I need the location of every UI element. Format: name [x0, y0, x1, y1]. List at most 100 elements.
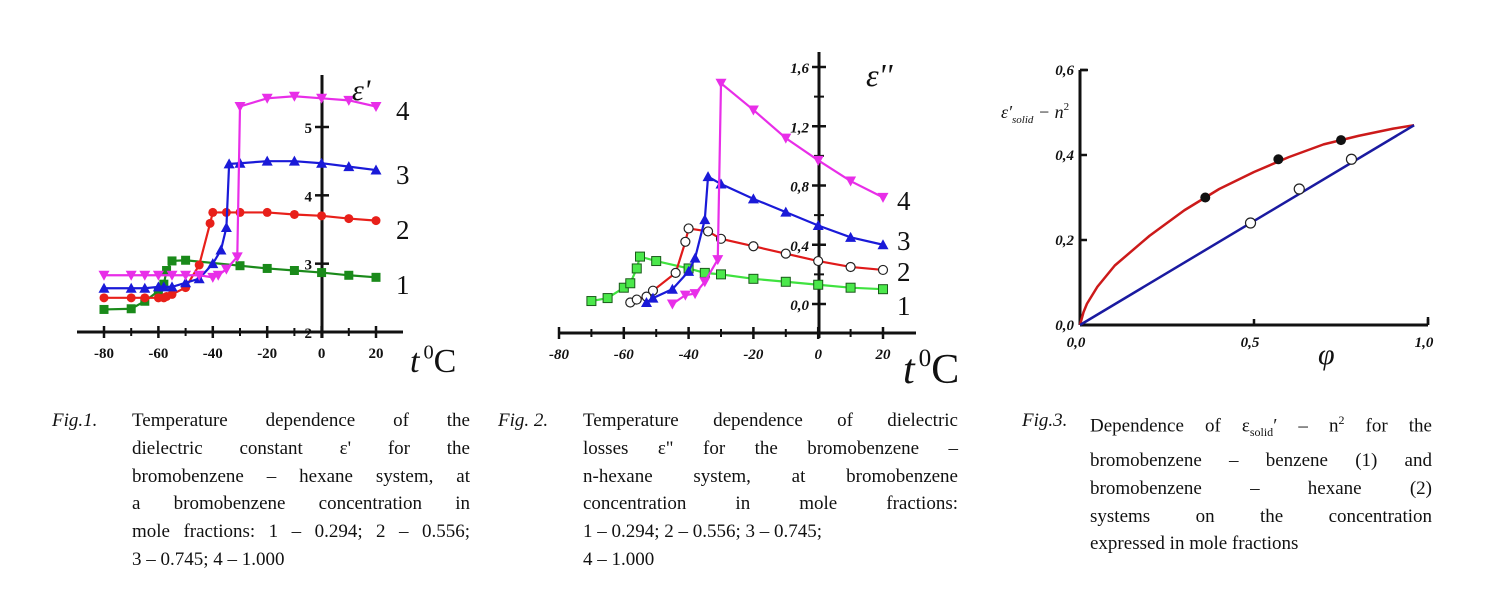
x-axis-label: t 0C — [903, 345, 959, 393]
caption-line: 3 – 0.745; 4 – 1.000 — [132, 548, 285, 570]
x-tick-label: 0 — [814, 347, 822, 363]
triangle-up-marker — [343, 161, 355, 172]
x-tick-label: 1,0 — [1415, 335, 1434, 351]
circle-marker — [205, 218, 215, 228]
caption-text: for the — [1344, 415, 1432, 437]
square-marker — [780, 276, 791, 287]
caption-line: expressed in mole fractions — [1090, 533, 1299, 555]
x-tick-label: 20 — [369, 346, 384, 362]
circle-marker — [167, 289, 177, 299]
caption-subscript: solid — [1249, 425, 1274, 440]
series-1: 1 — [99, 255, 410, 314]
triangle-down-marker — [666, 299, 678, 310]
y-tick-label: 0,8 — [790, 180, 809, 196]
open-circle-marker — [702, 226, 714, 237]
triangle-up-marker — [683, 265, 695, 276]
series-label: 3 — [897, 226, 911, 256]
caption-line: a bromobenzene concentration in — [132, 493, 470, 515]
series-4: 4 — [666, 78, 911, 310]
y-label-sub: solid — [1012, 114, 1034, 126]
y-axis-label: ε'' — [866, 57, 893, 93]
triangle-down-marker — [125, 270, 137, 281]
triangle-up-marker — [220, 221, 232, 232]
triangle-up-marker — [747, 193, 759, 204]
series-3: 3 — [640, 171, 911, 308]
triangle-down-marker — [261, 93, 273, 104]
triangle-down-marker — [747, 105, 759, 116]
filled-circle-marker — [1336, 135, 1346, 146]
x-tick-label: -60 — [148, 346, 168, 362]
square-marker — [289, 266, 299, 275]
y-axis-label: ε′solid − n2 — [1001, 101, 1069, 126]
triangle-up-marker — [261, 155, 273, 166]
square-marker — [371, 272, 381, 282]
x-tick-label: 0,0 — [1067, 335, 1086, 351]
triangle-down-marker — [193, 270, 205, 281]
square-marker — [602, 293, 613, 304]
caption-line: 1 – 0.294; 2 – 0.556; 3 – 0.745; — [583, 521, 823, 543]
series-2: 2 — [99, 207, 410, 303]
square-marker — [635, 251, 645, 262]
filled-circle-marker — [1273, 154, 1284, 165]
y-tick-label: 4 — [305, 189, 313, 205]
circle-marker — [371, 216, 381, 226]
x-label-sup: 0 — [423, 341, 433, 363]
square-marker — [845, 282, 856, 293]
caption-text: ′ – n — [1273, 415, 1339, 437]
triangle-down-marker — [316, 93, 328, 104]
triangle-down-marker — [220, 264, 232, 275]
x-tick-label: -40 — [203, 346, 223, 362]
triangle-up-marker — [166, 281, 178, 292]
chart-figure-3: 0,0 0,5 1,0 0,0 0,2 0,4 0,6 ε′solid − n2 φ — [1001, 63, 1434, 371]
triangle-up-marker — [158, 281, 170, 292]
triangle-up-marker — [98, 282, 110, 293]
open-circle-marker — [1345, 153, 1358, 165]
triangle-up-marker — [139, 282, 151, 293]
triangle-up-marker — [877, 239, 889, 250]
square-marker — [317, 268, 327, 278]
caption-line: losses ε" for the bromobenzene – — [583, 437, 958, 459]
y-tick-label: 5 — [305, 121, 313, 137]
triangle-up-marker — [715, 178, 727, 189]
square-marker — [181, 255, 191, 265]
square-marker — [262, 263, 272, 273]
triangle-up-marker — [370, 164, 382, 175]
triangle-up-marker — [180, 277, 192, 288]
open-circle-marker — [877, 264, 889, 276]
series-label: 3 — [396, 160, 410, 190]
caption-line: n-hexane system, at bromobenzene — [583, 465, 958, 487]
y-tick-label: 2 — [305, 326, 313, 342]
triangle-up-marker — [223, 158, 235, 169]
series-2: 2 — [625, 223, 911, 308]
open-circle-marker — [670, 267, 681, 278]
open-circle-marker — [631, 294, 642, 305]
caption-body: Temperature dependence of the dielectric… — [132, 407, 470, 574]
triangle-down-marker — [780, 133, 792, 144]
open-circle-marker — [845, 261, 856, 273]
square-marker — [167, 256, 177, 266]
y-tick-label: 0,0 — [1055, 318, 1074, 334]
filled-circle-marker — [1200, 192, 1211, 203]
x-tick-label: 0 — [318, 346, 326, 362]
x-tick-label: -40 — [679, 347, 699, 363]
circle-marker — [194, 260, 204, 270]
triangle-up-marker — [207, 258, 219, 269]
square-marker — [878, 284, 888, 295]
square-marker — [716, 269, 726, 280]
y-tick-label: 0,4 — [790, 239, 809, 255]
circle-marker — [99, 293, 109, 303]
triangle-down-marker — [152, 270, 164, 281]
triangle-up-marker — [215, 244, 227, 255]
open-circle-marker — [813, 255, 824, 267]
x-tick-label: -20 — [743, 347, 763, 363]
open-circle-marker — [780, 248, 791, 259]
caption-line: systems on the concentration — [1090, 505, 1432, 527]
x-tick-label: -60 — [614, 347, 634, 363]
x-tick-label: -80 — [549, 347, 569, 363]
triangle-down-marker — [180, 270, 192, 281]
caption-line: Temperature dependence of the — [132, 410, 470, 431]
x-label-var: t — [903, 347, 916, 393]
